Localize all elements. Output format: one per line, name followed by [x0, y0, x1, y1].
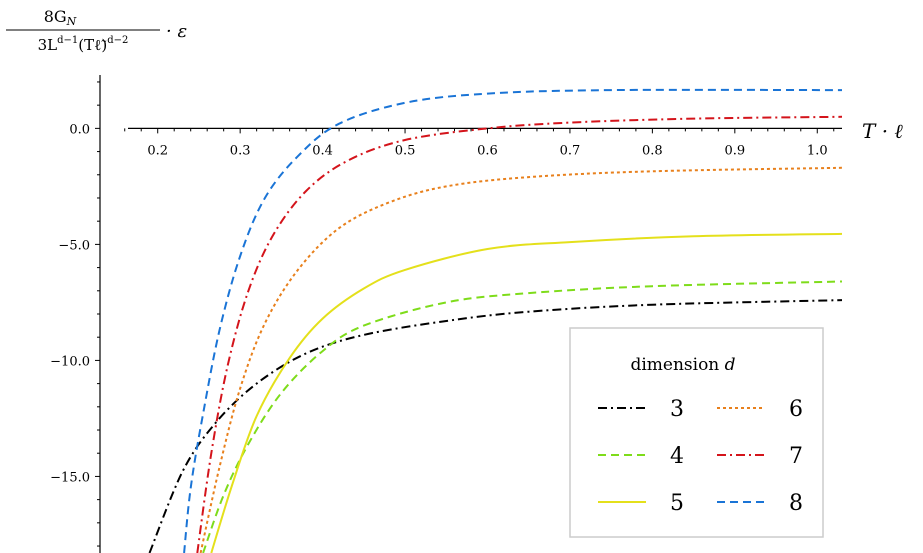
legend-title: dimension d: [630, 355, 735, 375]
series-line-d8: [183, 88, 842, 553]
x-tick-label: 0.3: [230, 143, 251, 158]
series-line-d7: [196, 115, 842, 553]
x-axis-label: T · ℓ: [862, 119, 903, 143]
legend-label-d4: 4: [670, 444, 684, 469]
x-tick-label: 0.8: [642, 143, 663, 158]
legend-label-d6: 6: [789, 397, 803, 422]
y-tick-label: −15.0: [50, 470, 90, 485]
y-tick-label: −10.0: [50, 354, 90, 369]
y-tick-label: −5.0: [58, 238, 90, 253]
x-tick-label: 0.9: [724, 143, 745, 158]
legend: dimension d 3 4 5 6 7 8: [569, 327, 824, 538]
y-axis-label: 8GN 3Ld−1(Tℓ̃)d−2 · ε: [6, 7, 187, 54]
x-tick-label: 0.6: [477, 143, 498, 158]
x-tick-label: 0.5: [395, 143, 416, 158]
y-tick-label: 0.0: [69, 122, 90, 137]
y-label-suffix: · ε: [166, 21, 187, 42]
legend-items: 3 4 5 6 7 8: [598, 397, 803, 516]
legend-label-d7: 7: [789, 444, 803, 469]
x-tick-label: 0.4: [312, 143, 333, 158]
series-line-d5: [210, 232, 842, 553]
series-line-d6: [199, 166, 842, 553]
x-tick-label: 0.2: [147, 143, 168, 158]
y-label-numerator: 8GN: [44, 7, 77, 28]
y-label-denominator: 3Ld−1(Tℓ̃)d−2: [38, 35, 129, 54]
legend-label-d8: 8: [789, 491, 803, 516]
x-tick-label: 1.0: [807, 143, 828, 158]
x-tick-label: 0.7: [560, 143, 581, 158]
legend-label-d3: 3: [670, 397, 684, 422]
axes: 0.0 −5.0 −10.0 −15.0 0.2 0.3 0.4 0.5 0.6 0.7 0.8 0.…: [50, 75, 842, 553]
legend-label-d5: 5: [670, 491, 684, 516]
series-lines: [148, 88, 842, 553]
